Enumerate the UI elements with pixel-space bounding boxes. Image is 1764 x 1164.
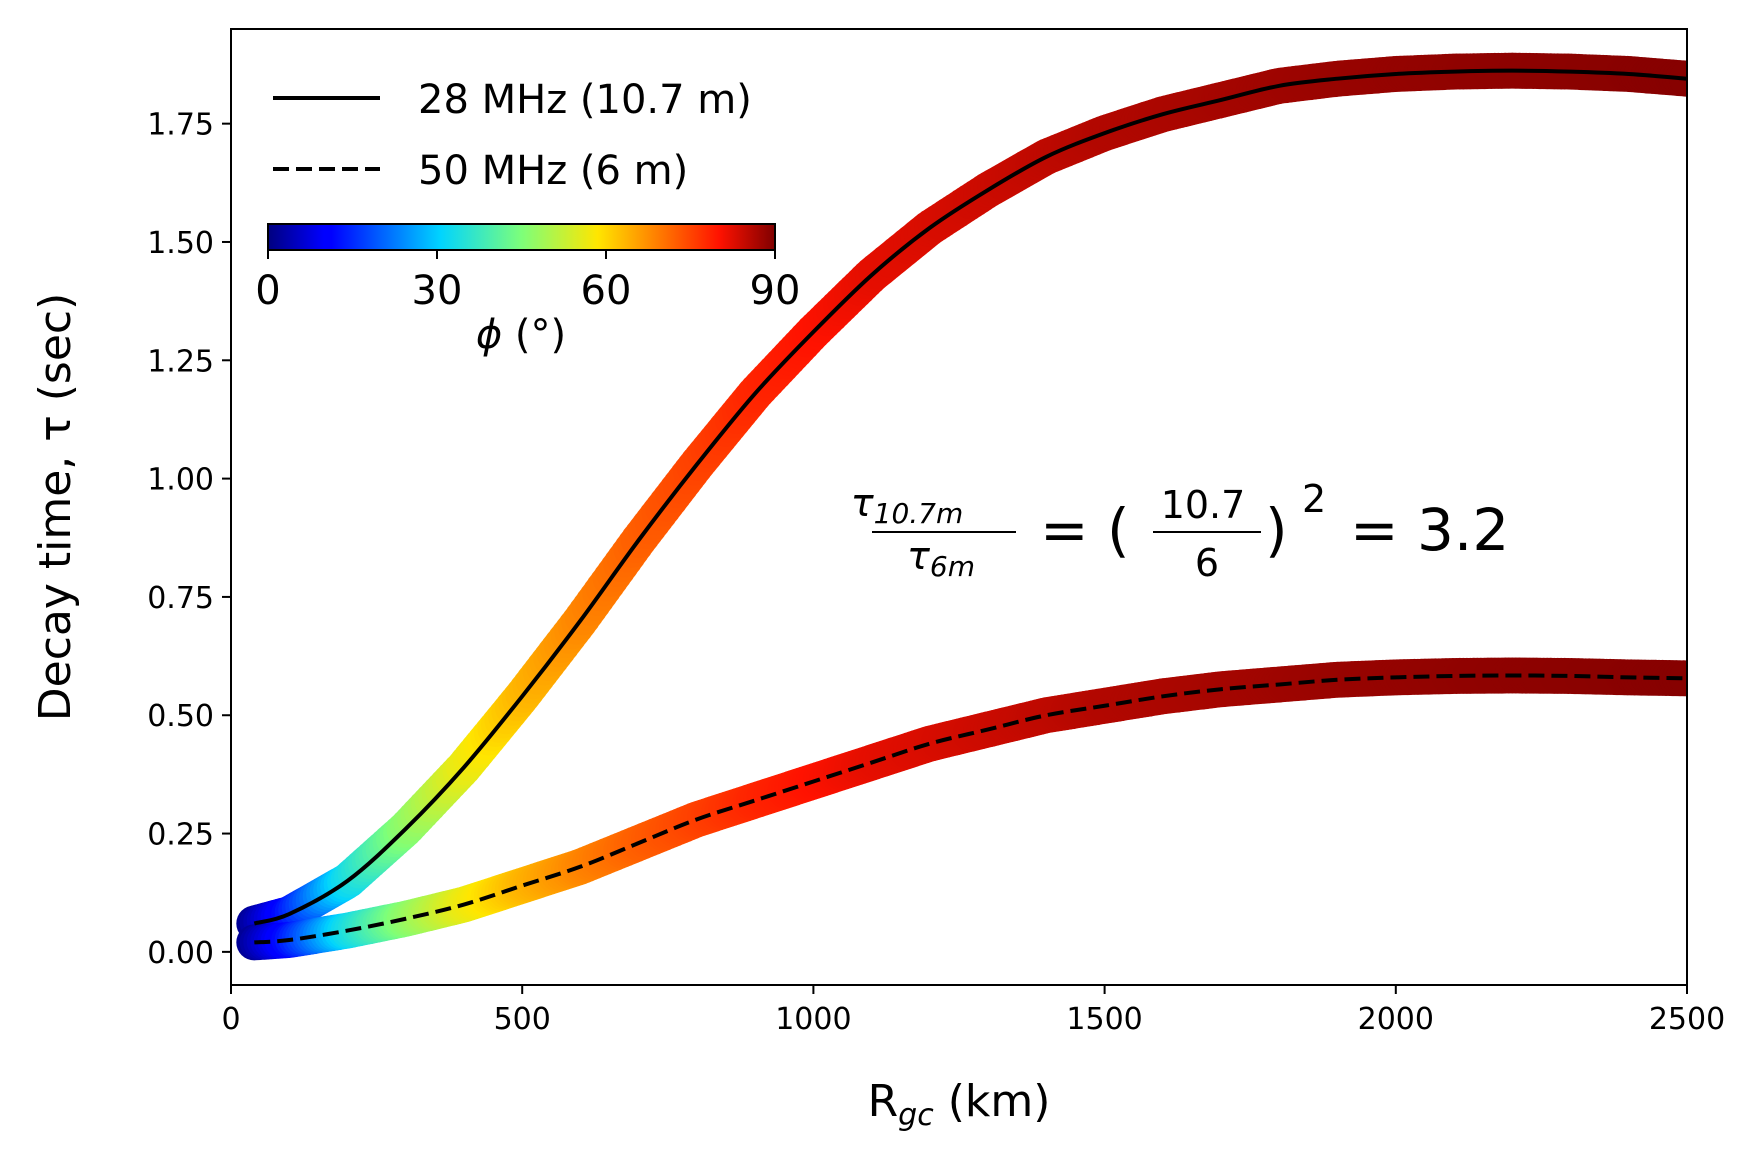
ratio-numerator-symbol: τ	[851, 481, 875, 525]
x-tick-label: 2500	[1649, 1002, 1725, 1037]
colorbar-label-unit: (°)	[502, 312, 566, 358]
x-axis-label: Rgc (km)	[868, 1076, 1051, 1133]
y-tick-label: 0.25	[147, 818, 214, 853]
axes-frame	[230, 28, 1688, 986]
x-tick-label: 1000	[775, 1002, 851, 1037]
y-tick-label: 1.00	[147, 463, 214, 498]
fraction-numerator: 10.7	[1161, 483, 1246, 527]
x-tick-label: 1500	[1066, 1002, 1142, 1037]
x-tick-label: 500	[494, 1002, 551, 1037]
series-line-2	[254, 673, 1687, 945]
colorbar-tick-label: 0	[255, 268, 280, 314]
colorbar-ticks: 0 30 60 90	[255, 250, 800, 314]
ratio-annotation: τ10.7m τ6m = ( 10.7 6 ) 2 = 3.2	[851, 477, 1510, 585]
ratio-denominator: τ6m	[907, 534, 975, 583]
y-tick-label: 1.50	[147, 226, 214, 261]
ratio-equals-open: = (	[1040, 496, 1130, 564]
x-axis-label-sub: gc	[898, 1098, 934, 1133]
legend-label-50mhz: 50 MHz (6 m)	[418, 148, 688, 194]
y-tick-label: 1.25	[147, 344, 214, 379]
ratio-close-paren: )	[1265, 496, 1288, 564]
x-axis-label-unit: (km)	[934, 1076, 1051, 1127]
x-axis-label-main: R	[868, 1076, 899, 1127]
colorbar-tick-label: 60	[581, 268, 632, 314]
ratio-denominator-sub: 6m	[930, 550, 975, 583]
ratio-result: = 3.2	[1350, 496, 1509, 564]
series-layer	[253, 68, 1687, 945]
y-axis-label: Decay time, τ (sec)	[30, 293, 81, 722]
ratio-numerator-sub: 10.7m	[874, 497, 964, 530]
y-axis-ticks: 0.00 0.25 0.50 0.75 1.00 1.25 1.50 1.75	[147, 108, 231, 971]
ratio-power: 2	[1302, 477, 1326, 521]
y-tick-label: 1.75	[147, 108, 214, 143]
x-tick-label: 2000	[1358, 1002, 1434, 1037]
ratio-denominator-symbol: τ	[907, 534, 931, 578]
series-line-1	[253, 68, 1687, 926]
colorbar: 0 30 60 90 ϕ (°)	[255, 223, 800, 358]
x-tick-label: 0	[221, 1002, 240, 1037]
colorbar-tick-label: 90	[750, 268, 801, 314]
legend: 28 MHz (10.7 m) 50 MHz (6 m)	[273, 77, 752, 194]
colorbar-label: ϕ (°)	[476, 312, 566, 358]
x-axis-ticks: 0 500 1000 1500 2000 2500	[221, 985, 1725, 1037]
colorbar-tick-label: 30	[412, 268, 463, 314]
y-tick-label: 0.00	[147, 936, 214, 971]
legend-label-28mhz: 28 MHz (10.7 m)	[418, 77, 752, 123]
y-tick-label: 0.50	[147, 699, 214, 734]
ratio-numerator: τ10.7m	[851, 481, 964, 530]
colorbar-gradient	[267, 223, 776, 251]
fraction-denominator: 6	[1195, 541, 1219, 585]
y-tick-label: 0.75	[147, 581, 214, 616]
colorbar-label-symbol: ϕ	[476, 312, 502, 358]
